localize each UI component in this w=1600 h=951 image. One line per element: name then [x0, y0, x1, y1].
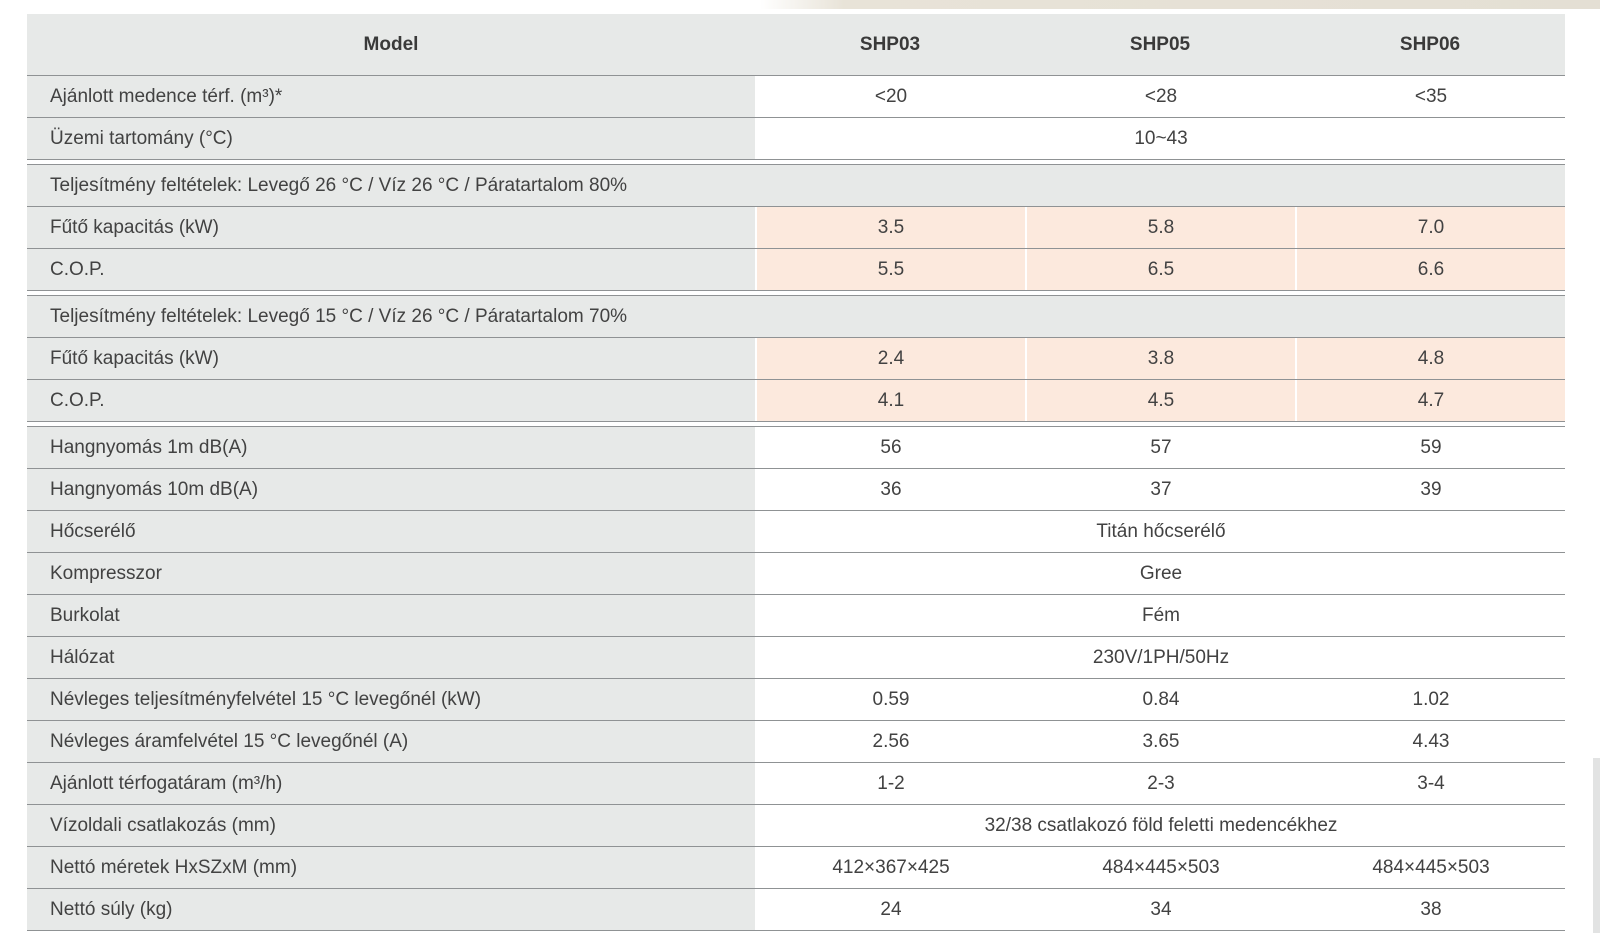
cell-value-shp05: 57: [1025, 427, 1295, 468]
table-row: Hőcserélő Titán hőcserélő: [27, 511, 1565, 553]
row-label: Hangnyomás 1m dB(A): [27, 427, 755, 468]
cell-value-shp06: 484×445×503: [1295, 847, 1565, 888]
row-label: Névleges áramfelvétel 15 °C levegőnél (A…: [27, 721, 755, 762]
row-label: Vízoldali csatlakozás (mm): [27, 805, 755, 846]
page-right-edge-artifact: [1593, 758, 1600, 933]
row-label: Fűtő kapacitás (kW): [27, 338, 755, 379]
table-row: Nettó súly (kg) 24 34 38: [27, 889, 1565, 931]
section-header-label: Teljesítmény feltételek: Levegő 26 °C / …: [27, 165, 1565, 206]
table-row: Ajánlott térfogatáram (m³/h) 1-2 2-3 3-4: [27, 763, 1565, 805]
cell-value-shp06: 7.0: [1295, 207, 1565, 248]
column-header-model: Model: [27, 14, 755, 75]
cell-value-all-models: 10~43: [755, 118, 1565, 159]
row-label: Hálózat: [27, 637, 755, 678]
table-row: Névleges teljesítményfelvétel 15 °C leve…: [27, 679, 1565, 721]
section-header-row: Teljesítmény feltételek: Levegő 15 °C / …: [27, 295, 1565, 338]
row-label: Névleges teljesítményfelvétel 15 °C leve…: [27, 679, 755, 720]
table-row: Hangnyomás 1m dB(A) 56 57 59: [27, 426, 1565, 469]
cell-value-shp06: <35: [1295, 76, 1565, 117]
cell-value-shp06: 6.6: [1295, 249, 1565, 290]
cell-value-shp06: 39: [1295, 469, 1565, 510]
cell-value-shp05: 34: [1025, 889, 1295, 930]
table-row: C.O.P. 5.5 6.5 6.6: [27, 249, 1565, 291]
row-label: Üzemi tartomány (°C): [27, 118, 755, 159]
cell-value-all-models: Gree: [755, 553, 1565, 594]
table-row: Hálózat 230V/1PH/50Hz: [27, 637, 1565, 679]
cell-value-shp05: 5.8: [1025, 207, 1295, 248]
table-row: Kompresszor Gree: [27, 553, 1565, 595]
cell-value-all-models: Titán hőcserélő: [755, 511, 1565, 552]
cell-value-shp03: 412×367×425: [755, 847, 1025, 888]
cell-value-all-models: Fém: [755, 595, 1565, 636]
table-header-row: Model SHP03 SHP05 SHP06: [27, 14, 1565, 76]
table-row: Nettó méretek HxSZxM (mm) 412×367×425 484×…: [27, 847, 1565, 889]
table-row: C.O.P. 4.1 4.5 4.7: [27, 380, 1565, 422]
cell-value-shp05: <28: [1025, 76, 1295, 117]
table-row: Hangnyomás 10m dB(A) 36 37 39: [27, 469, 1565, 511]
column-header-shp03: SHP03: [755, 14, 1025, 75]
row-label: Kompresszor: [27, 553, 755, 594]
cell-value-shp05: 0.84: [1025, 679, 1295, 720]
row-label: Hőcserélő: [27, 511, 755, 552]
table-body: Ajánlott medence térf. (m³)* <20 <28 <35 Üze…: [27, 76, 1565, 931]
row-label: Nettó súly (kg): [27, 889, 755, 930]
row-label: C.O.P.: [27, 249, 755, 290]
cell-value-all-models: 32/38 csatlakozó föld feletti medencékhe…: [755, 805, 1565, 846]
cell-value-shp03: 0.59: [755, 679, 1025, 720]
cell-value-shp03: 1-2: [755, 763, 1025, 804]
table-row: Fűtő kapacitás (kW) 3.5 5.8 7.0: [27, 207, 1565, 249]
cell-value-shp05: 6.5: [1025, 249, 1295, 290]
cell-value-shp05: 4.5: [1025, 380, 1295, 421]
cell-value-shp03: 4.1: [755, 380, 1025, 421]
cell-value-shp06: 4.7: [1295, 380, 1565, 421]
cell-value-shp03: 2.4: [755, 338, 1025, 379]
cell-value-shp03: 5.5: [755, 249, 1025, 290]
cell-value-shp05: 2-3: [1025, 763, 1295, 804]
cell-value-shp03: 24: [755, 889, 1025, 930]
cell-value-shp05: 3.8: [1025, 338, 1295, 379]
table-row: Vízoldali csatlakozás (mm) 32/38 csatlako…: [27, 805, 1565, 847]
page-top-edge-artifact: [760, 0, 1600, 9]
cell-value-all-models: 230V/1PH/50Hz: [755, 637, 1565, 678]
row-label: Hangnyomás 10m dB(A): [27, 469, 755, 510]
cell-value-shp06: 4.43: [1295, 721, 1565, 762]
cell-value-shp05: 37: [1025, 469, 1295, 510]
cell-value-shp06: 59: [1295, 427, 1565, 468]
spec-table: Model SHP03 SHP05 SHP06 Ajánlott medence…: [27, 14, 1565, 931]
cell-value-shp03: 56: [755, 427, 1025, 468]
table-row: Fűtő kapacitás (kW) 2.4 3.8 4.8: [27, 338, 1565, 380]
table-row: Burkolat Fém: [27, 595, 1565, 637]
cell-value-shp05: 3.65: [1025, 721, 1295, 762]
row-label: Nettó méretek HxSZxM (mm): [27, 847, 755, 888]
table-row: Üzemi tartomány (°C) 10~43: [27, 118, 1565, 160]
cell-value-shp06: 3-4: [1295, 763, 1565, 804]
section-header-row: Teljesítmény feltételek: Levegő 26 °C / …: [27, 164, 1565, 207]
cell-value-shp03: 3.5: [755, 207, 1025, 248]
table-row: Ajánlott medence térf. (m³)* <20 <28 <35: [27, 76, 1565, 118]
column-header-shp05: SHP05: [1025, 14, 1295, 75]
cell-value-shp05: 484×445×503: [1025, 847, 1295, 888]
row-label: Burkolat: [27, 595, 755, 636]
section-header-label: Teljesítmény feltételek: Levegő 15 °C / …: [27, 296, 1565, 337]
table-row: Névleges áramfelvétel 15 °C levegőnél (A…: [27, 721, 1565, 763]
row-label: Fűtő kapacitás (kW): [27, 207, 755, 248]
cell-value-shp03: 36: [755, 469, 1025, 510]
cell-value-shp06: 38: [1295, 889, 1565, 930]
row-label: C.O.P.: [27, 380, 755, 421]
cell-value-shp06: 4.8: [1295, 338, 1565, 379]
cell-value-shp03: <20: [755, 76, 1025, 117]
cell-value-shp03: 2.56: [755, 721, 1025, 762]
cell-value-shp06: 1.02: [1295, 679, 1565, 720]
column-header-shp06: SHP06: [1295, 14, 1565, 75]
row-label: Ajánlott medence térf. (m³)*: [27, 76, 755, 117]
row-label: Ajánlott térfogatáram (m³/h): [27, 763, 755, 804]
